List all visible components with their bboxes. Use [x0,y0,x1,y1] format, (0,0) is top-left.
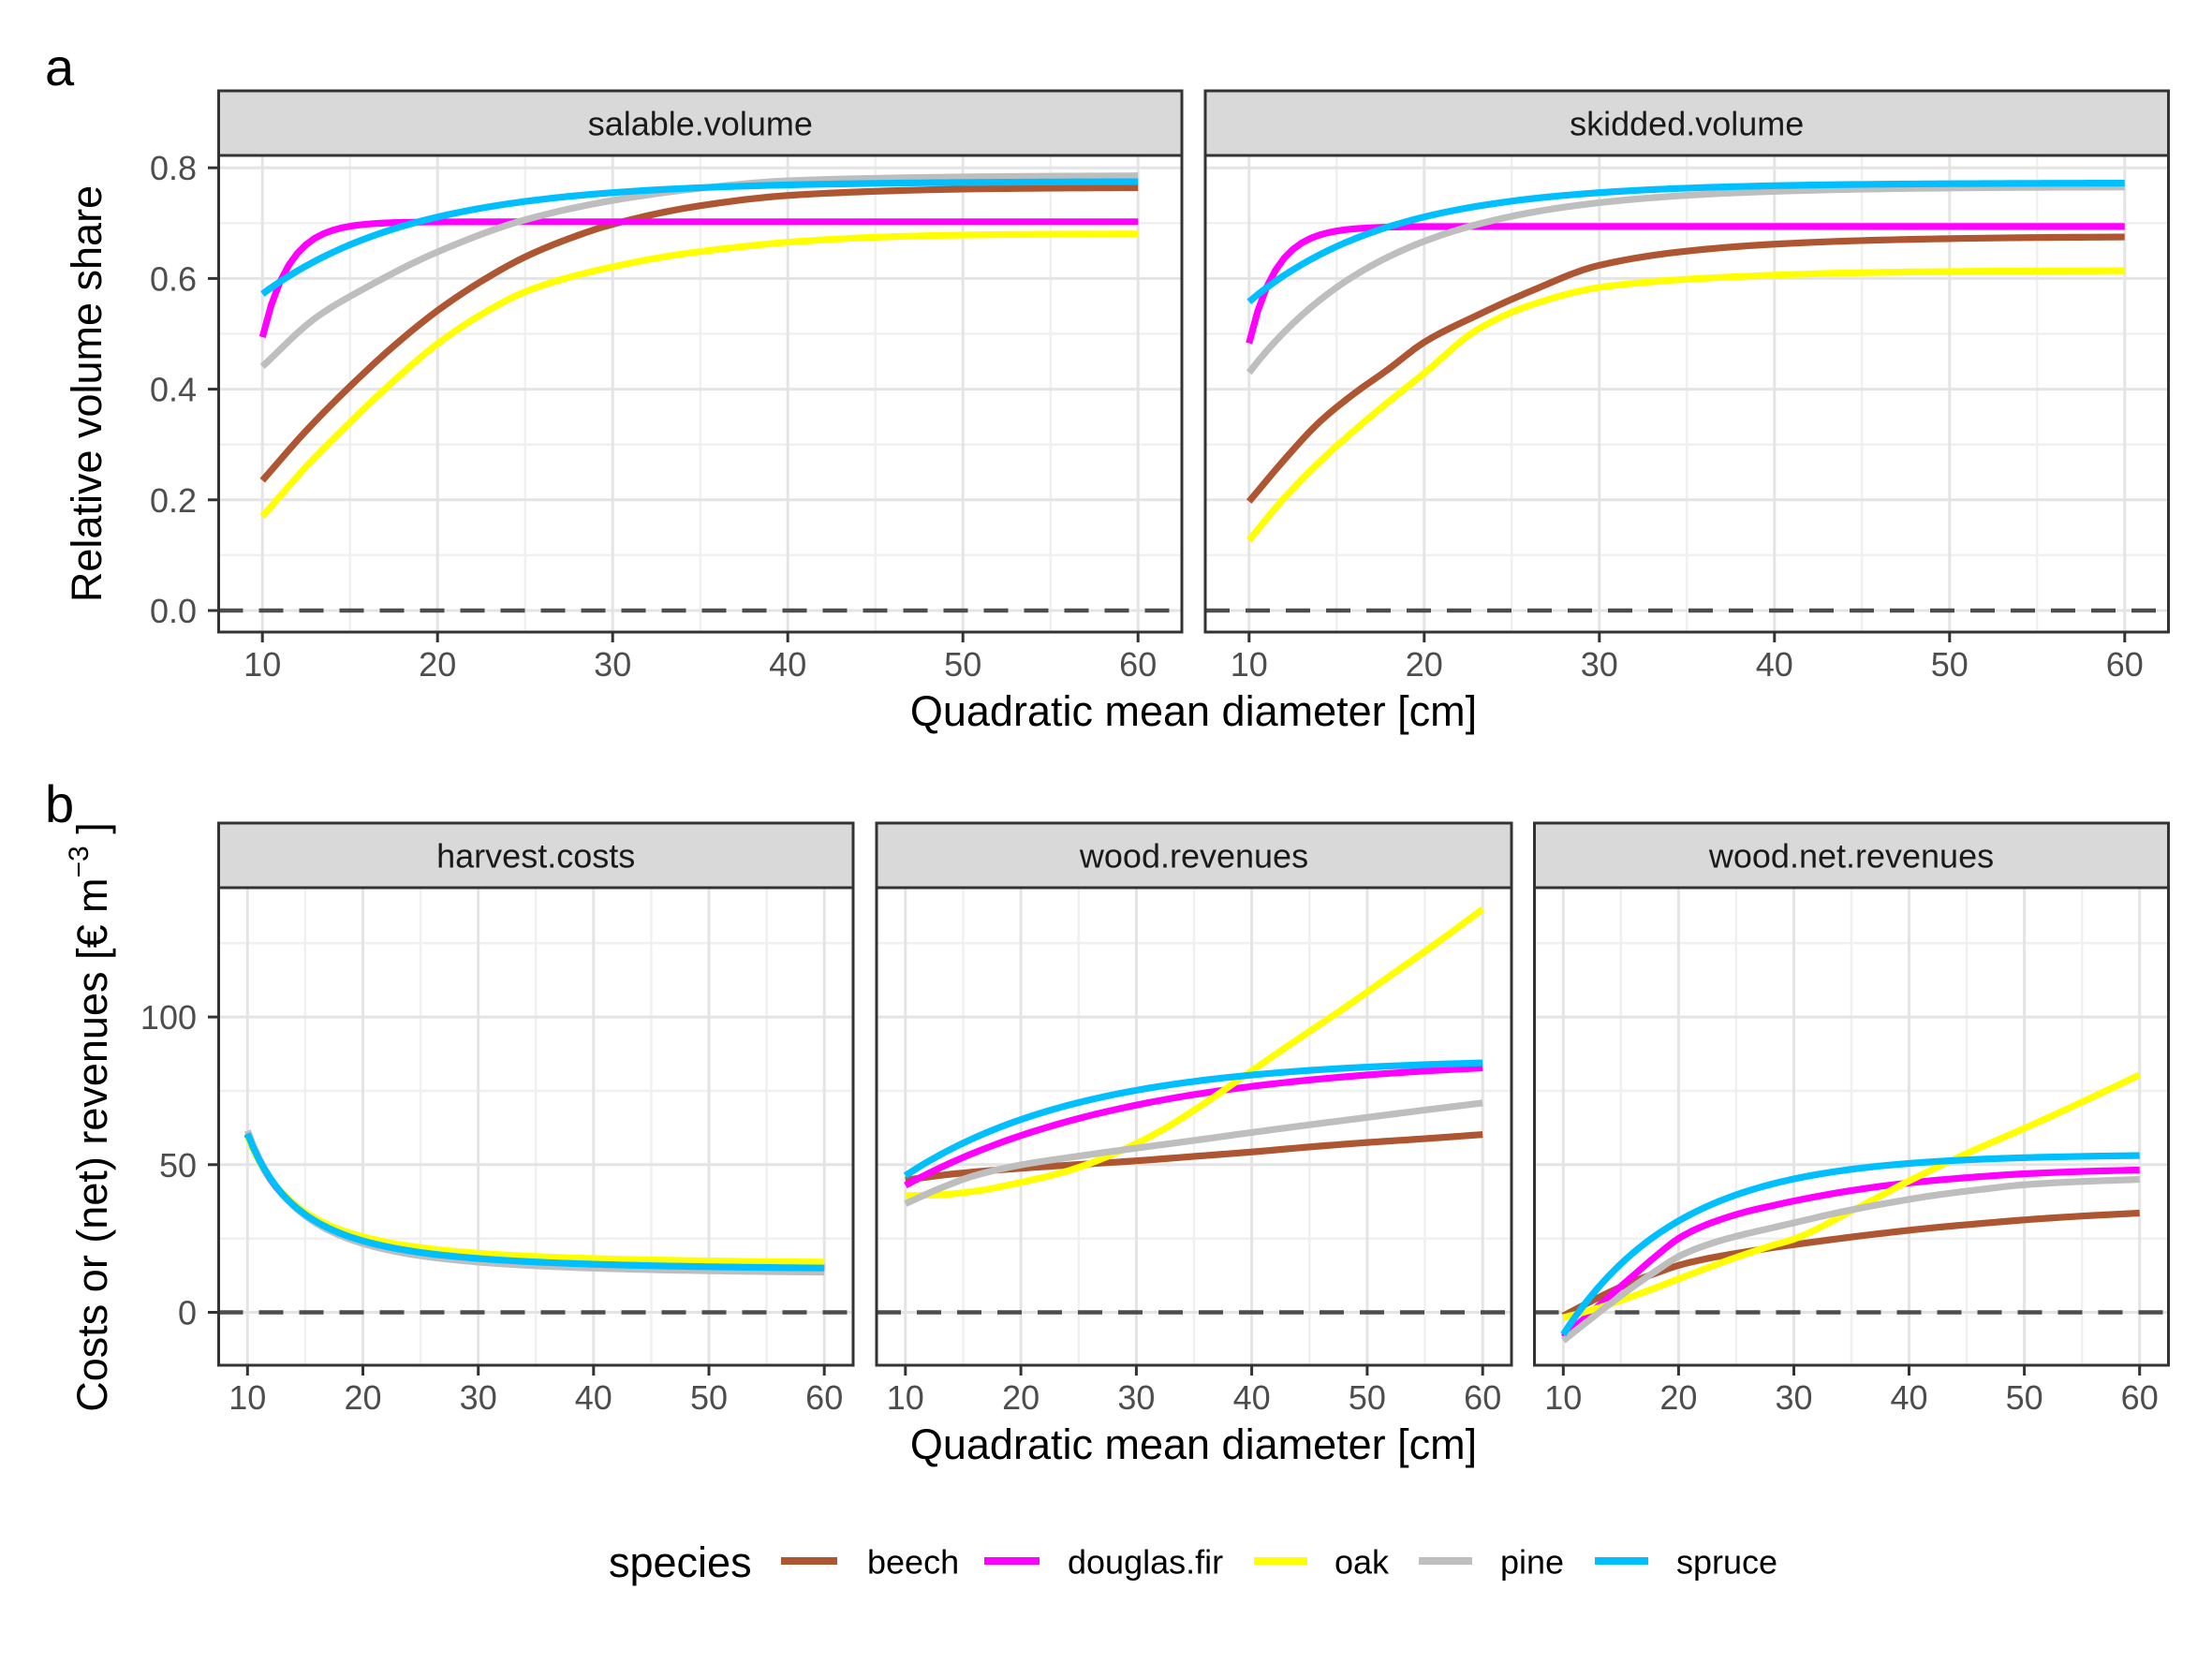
svg-text:0.0: 0.0 [150,592,197,630]
svg-text:40: 40 [1233,1378,1271,1417]
svg-text:0.8: 0.8 [150,149,197,187]
svg-text:harvest.costs: harvest.costs [436,837,635,876]
svg-text:oak: oak [1335,1543,1390,1582]
svg-text:10: 10 [243,645,281,684]
svg-text:10: 10 [229,1378,266,1417]
svg-text:species: species [609,1538,752,1586]
svg-text:spruce: spruce [1676,1543,1777,1582]
svg-text:0.6: 0.6 [150,259,197,298]
svg-text:20: 20 [1659,1378,1697,1417]
svg-text:beech: beech [867,1543,959,1582]
svg-text:50: 50 [2006,1378,2043,1417]
svg-text:50: 50 [944,645,981,684]
svg-text:100: 100 [140,998,197,1037]
svg-text:40: 40 [1756,645,1793,684]
svg-text:20: 20 [419,645,456,684]
svg-text:pine: pine [1500,1543,1564,1582]
svg-text:40: 40 [1890,1378,1927,1417]
svg-text:40: 40 [575,1378,612,1417]
svg-text:20: 20 [1002,1378,1040,1417]
svg-text:Quadratic mean diameter [cm]: Quadratic mean diameter [cm] [910,687,1477,735]
svg-text:10: 10 [887,1378,924,1417]
svg-text:10: 10 [1544,1378,1582,1417]
svg-text:a: a [45,37,75,96]
svg-text:douglas.fir: douglas.fir [1068,1543,1223,1582]
svg-text:20: 20 [1406,645,1443,684]
svg-text:50: 50 [1931,645,1969,684]
svg-text:60: 60 [2106,645,2144,684]
svg-text:30: 30 [1775,1378,1812,1417]
svg-text:salable.volume: salable.volume [588,105,813,143]
svg-text:Relative volume share: Relative volume share [63,185,111,602]
svg-text:0.2: 0.2 [150,481,197,520]
svg-text:Quadratic mean diameter [cm]: Quadratic mean diameter [cm] [910,1420,1477,1468]
svg-text:30: 30 [1117,1378,1155,1417]
svg-text:40: 40 [769,645,806,684]
svg-text:20: 20 [344,1378,381,1417]
svg-text:30: 30 [1581,645,1618,684]
svg-text:30: 30 [594,645,631,684]
svg-text:50: 50 [690,1378,728,1417]
svg-text:Costs or (net) revenues [€ m−3: Costs or (net) revenues [€ m−3 ] [64,822,116,1411]
svg-text:60: 60 [2121,1378,2159,1417]
svg-text:60: 60 [805,1378,843,1417]
svg-text:wood.net.revenues: wood.net.revenues [1708,837,1994,876]
svg-text:30: 30 [460,1378,497,1417]
svg-text:10: 10 [1231,645,1268,684]
svg-text:0: 0 [178,1294,197,1332]
svg-text:60: 60 [1119,645,1157,684]
svg-text:50: 50 [159,1146,197,1185]
svg-text:b: b [45,774,74,833]
svg-text:wood.revenues: wood.revenues [1079,837,1308,876]
svg-text:50: 50 [1349,1378,1386,1417]
svg-text:skidded.volume: skidded.volume [1570,105,1804,143]
svg-text:0.4: 0.4 [150,371,197,409]
svg-text:60: 60 [1464,1378,1501,1417]
